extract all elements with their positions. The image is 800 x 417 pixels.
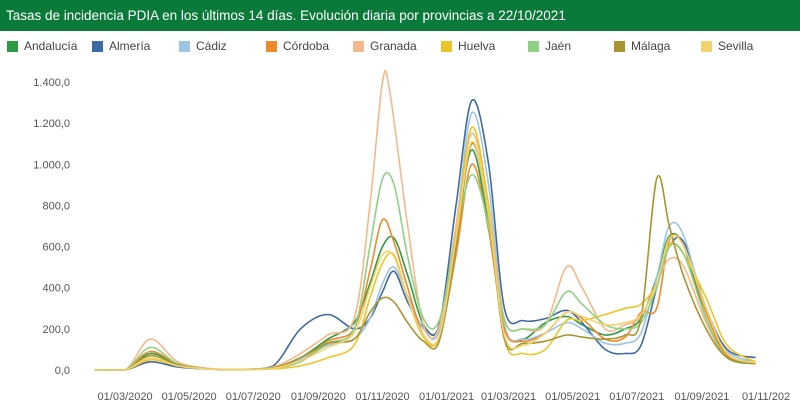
- legend-item[interactable]: Almería: [92, 36, 150, 56]
- y-tick-label: 600,0: [42, 242, 70, 254]
- x-tick-label: 01/03/2021: [481, 391, 536, 403]
- x-tick-label: 01/09/2021: [674, 391, 729, 403]
- x-tick-label: 01/11/2020: [355, 391, 409, 403]
- legend-item[interactable]: Jaén: [528, 36, 571, 56]
- x-tick-label: 01/05/2021: [545, 391, 600, 403]
- legend-label: Almería: [109, 39, 151, 53]
- x-tick-label: 01/07/2020: [226, 391, 281, 403]
- legend-label: Jaén: [545, 39, 572, 53]
- legend-swatch: [266, 40, 277, 52]
- y-tick-label: 0,0: [55, 365, 70, 377]
- x-tick-label: 01/01/2021: [419, 391, 474, 403]
- x-tick-label: 01/03/2020: [98, 391, 153, 403]
- legend-swatch: [353, 40, 364, 52]
- legend-item[interactable]: Andalucía: [7, 36, 77, 56]
- y-tick-label: 1.400,0: [33, 77, 70, 89]
- legend-label: Córdoba: [283, 39, 330, 53]
- legend-swatch: [179, 40, 190, 52]
- legend-item[interactable]: Málaga: [614, 36, 670, 56]
- legend-label: Málaga: [631, 39, 671, 53]
- chart-title: Tasas de incidencia PDIA en los últimos …: [0, 0, 800, 31]
- y-tick-label: 1.000,0: [33, 159, 70, 171]
- legend-item[interactable]: Huelva: [441, 36, 495, 56]
- legend-swatch: [701, 40, 712, 52]
- legend-item[interactable]: Cádiz: [179, 36, 227, 56]
- legend-swatch: [92, 40, 103, 52]
- y-tick-label: 400,0: [42, 283, 70, 295]
- line-chart: 0,0 200,0 400,0 600,0 800,0 1.000,0 1.200,0 1.4…: [33, 69, 790, 403]
- y-tick-label: 800,0: [42, 200, 70, 212]
- chart-legend: Andalucía Almería Cádiz Córdoba Granada Huelv…: [0, 36, 800, 56]
- legend-label: Sevilla: [718, 39, 754, 53]
- legend-label: Huelva: [458, 39, 496, 53]
- x-tick-label: 01/07/2021: [609, 391, 664, 403]
- x-tick-label: 01/09/2020: [291, 391, 346, 403]
- legend-label: Cádiz: [196, 39, 227, 53]
- legend-item[interactable]: Granada: [353, 36, 417, 56]
- x-tick-label: 01/05/2020: [162, 391, 217, 403]
- legend-item[interactable]: Sevilla: [701, 36, 753, 56]
- legend-label: Andalucía: [24, 39, 78, 53]
- series-line[interactable]: [94, 126, 756, 371]
- y-tick-label: 200,0: [42, 324, 70, 336]
- legend-swatch: [614, 40, 625, 52]
- legend-swatch: [528, 40, 539, 52]
- legend-swatch: [441, 40, 452, 52]
- legend-swatch: [7, 40, 18, 52]
- x-tick-label: 01/11/202: [742, 391, 790, 403]
- series-line[interactable]: [94, 140, 756, 371]
- legend-label: Granada: [370, 39, 417, 53]
- series-line[interactable]: [94, 69, 756, 371]
- y-tick-label: 1.200,0: [33, 118, 70, 130]
- legend-item[interactable]: Córdoba: [266, 36, 329, 56]
